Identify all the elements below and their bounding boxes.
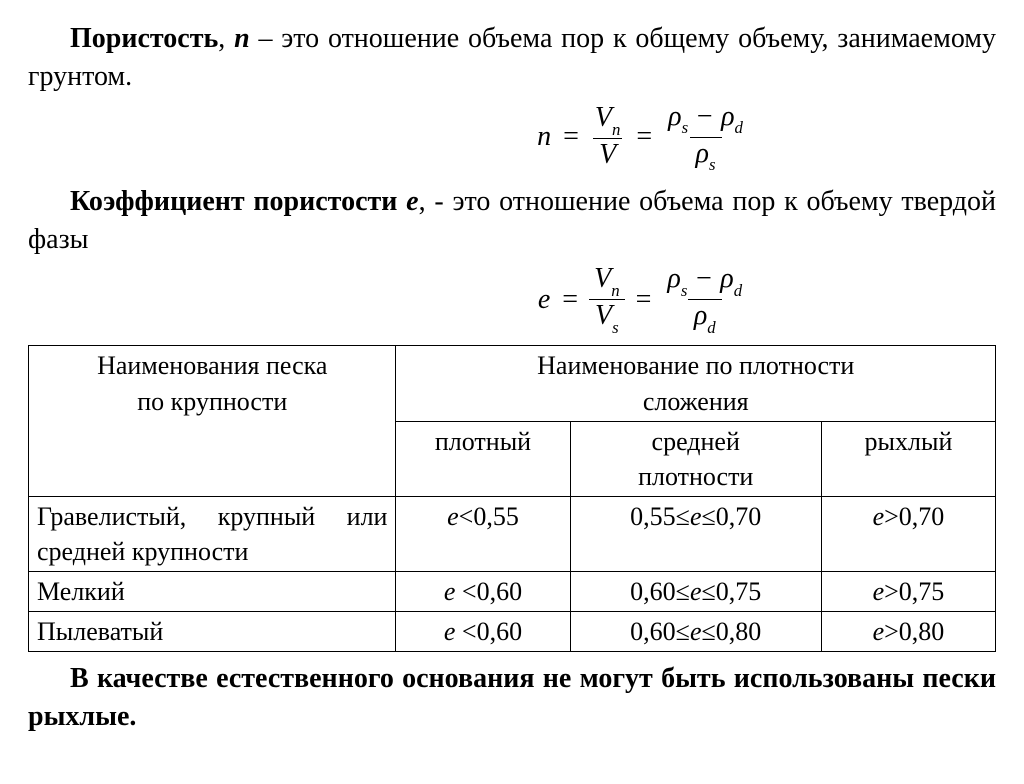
p1-dash: –: [250, 23, 282, 54]
footer-note: В качестве естественного основания не мо…: [28, 660, 996, 736]
table-row: Мелкий e <0,60 0,60≤e≤0,75 e>0,75: [29, 572, 996, 612]
equals-1: =: [563, 118, 579, 156]
cell-medium: 0,60≤e≤0,80: [570, 612, 821, 652]
row-name: Пылеватый: [29, 612, 396, 652]
fraction-vn-v: Vn V: [589, 103, 627, 171]
p2-comma: , -: [419, 186, 453, 217]
equals-1: =: [562, 281, 578, 319]
cell-loose: e>0,80: [821, 612, 995, 652]
table-header-row-1: Наименования песка по крупности Наименов…: [29, 346, 996, 421]
equals-2: =: [636, 281, 652, 319]
p2-symbol: e: [406, 186, 418, 217]
row-name: Гравелистый, крупный или средней крупнос…: [29, 496, 396, 571]
lhs: n: [537, 118, 551, 156]
cell-dense: e <0,60: [396, 572, 570, 612]
p1-symbol: n: [234, 23, 250, 54]
definition-porosity: Пористость, n – это отношение объема пор…: [28, 20, 996, 96]
subheader-loose: рыхлый: [821, 421, 995, 496]
cell-medium: 0,55≤e≤0,70: [570, 496, 821, 571]
cell-medium: 0,60≤e≤0,75: [570, 572, 821, 612]
sand-density-table: Наименования песка по крупности Наименов…: [28, 345, 996, 652]
cell-loose: e>0,75: [821, 572, 995, 612]
header-sand-name: Наименования песка по крупности: [29, 346, 396, 496]
equals-2: =: [636, 118, 652, 156]
formula-porosity: n = Vn V = ρs − ρd ρs: [28, 102, 996, 173]
header-density: Наименование по плотности сложения: [396, 346, 996, 421]
table-row: Пылеватый e <0,60 0,60≤e≤0,80 e>0,80: [29, 612, 996, 652]
definition-void-ratio: Коэффициент пористости e, - это отношени…: [28, 183, 996, 259]
lhs: e: [538, 281, 550, 319]
cell-dense: e<0,55: [396, 496, 570, 571]
fraction-rho: ρs − ρd ρs: [662, 102, 749, 173]
p2-lead: Коэффициент пористости: [70, 186, 406, 217]
p1-lead: Пористость: [70, 23, 218, 54]
fraction-rho: ρs − ρd ρd: [661, 264, 748, 335]
table-row: Гравелистый, крупный или средней крупнос…: [29, 496, 996, 571]
formula-void-ratio: e = Vn Vs = ρs − ρd ρd: [28, 264, 996, 335]
fraction-vn-vs: Vn Vs: [588, 264, 626, 335]
subheader-dense: плотный: [396, 421, 570, 496]
cell-dense: e <0,60: [396, 612, 570, 652]
subheader-medium: средней плотности: [570, 421, 821, 496]
row-name: Мелкий: [29, 572, 396, 612]
cell-loose: e>0,70: [821, 496, 995, 571]
